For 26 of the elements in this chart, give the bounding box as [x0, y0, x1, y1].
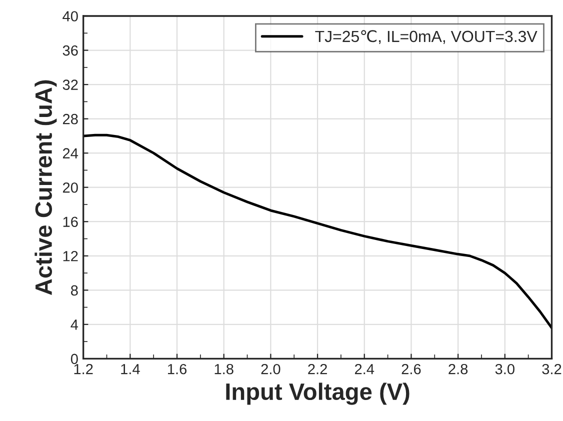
y-tick-label: 36	[62, 45, 78, 56]
x-tick-label: 2.6	[402, 364, 421, 374]
y-axis-title: Active Current (uA)	[34, 80, 57, 295]
x-tick-label: 1.4	[121, 364, 140, 374]
y-tick-label: 28	[62, 114, 78, 124]
x-tick-label: 2.2	[308, 364, 327, 374]
y-tick-label: 4	[70, 320, 78, 330]
y-tick-label: 8	[70, 285, 78, 296]
y-tick-label: 0	[70, 354, 78, 364]
y-tick-label: 20	[62, 182, 78, 193]
x-tick-label: 2.8	[448, 364, 468, 374]
x-tick-label: 3.2	[542, 364, 562, 374]
y-tick-label: 16	[63, 216, 78, 228]
line-series	[83, 134, 552, 330]
legend-label: TJ=25℃, IL=0mA, VOUT=3.3V	[315, 30, 538, 44]
x-tick-label: 2.0	[261, 364, 280, 374]
x-axis-title: Input Voltage (V)	[226, 382, 410, 405]
x-tick-label: 1.6	[168, 364, 187, 374]
x-tick-label: 3.0	[495, 364, 514, 374]
x-tick-label: 1.2	[74, 364, 93, 374]
y-tick-label: 24	[62, 148, 78, 158]
y-tick-label: 32	[62, 80, 78, 90]
x-tick-label: 1.8	[214, 364, 234, 374]
y-tick-label: 12	[63, 250, 78, 262]
y-tick-label: 40	[62, 11, 78, 22]
x-tick-label: 2.4	[354, 364, 374, 374]
